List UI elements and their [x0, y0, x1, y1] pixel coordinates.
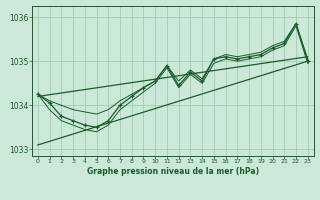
X-axis label: Graphe pression niveau de la mer (hPa): Graphe pression niveau de la mer (hPa) — [87, 167, 259, 176]
